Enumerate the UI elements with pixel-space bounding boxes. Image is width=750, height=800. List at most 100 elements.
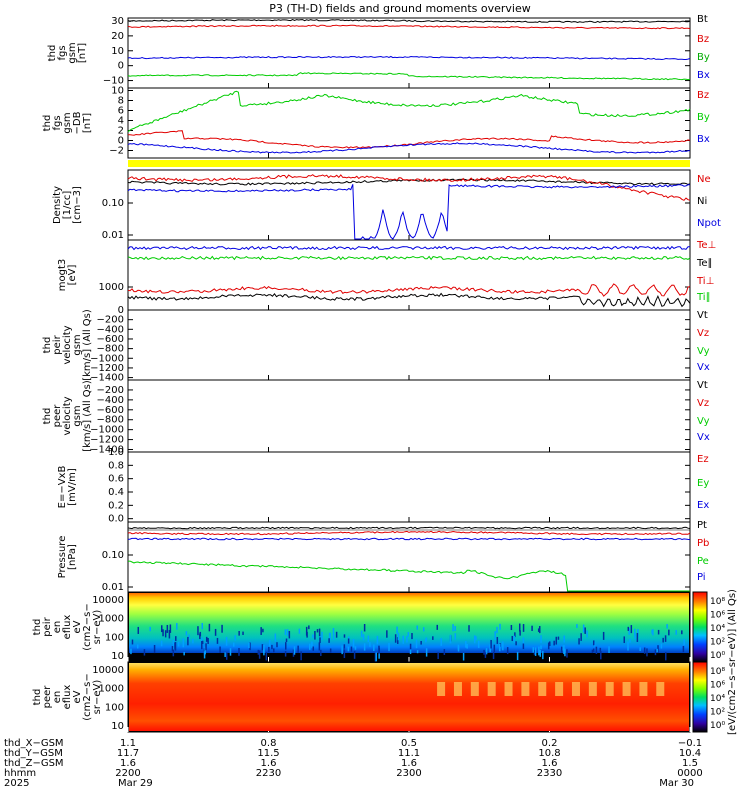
x-axis-row-label: thd_Z−GSM	[4, 758, 64, 769]
spectrogram-speckle	[347, 646, 350, 652]
spectrogram-speckle	[449, 634, 452, 644]
panel-10: 10000 1000 100 10 thd peer en eflux eV (cm2−s− sr−…	[32, 661, 691, 733]
spectrogram-speckle	[411, 633, 413, 640]
y-tick-label: 10	[111, 86, 124, 97]
spectrogram-speckle	[248, 642, 250, 649]
legend-entry: Bx	[697, 134, 710, 145]
legend-entry: Ni	[697, 196, 707, 207]
spectrogram-speckle	[513, 635, 515, 643]
spectrogram-speckle	[375, 652, 378, 662]
y-axis-label: [eV]	[67, 265, 78, 286]
colorbar-tick: 10⁴	[710, 624, 725, 634]
y-axis-label: velocity	[62, 325, 73, 364]
x-axis-annotations: thd_X−GSM 1.1 0.8 0.5 0.2 −0.1 thd_Y−GSM 11.7 11…	[4, 738, 703, 789]
series-Bz	[127, 24, 691, 30]
spectrogram-speckle	[343, 634, 346, 638]
spectrogram-speckle	[347, 638, 350, 644]
y-tick-label: 10	[111, 721, 124, 732]
legend-entry: Vy	[697, 346, 710, 357]
legend-entry: Ey	[697, 478, 709, 489]
y-tick-label: 10	[111, 651, 124, 662]
spectrogram-speckle	[329, 632, 331, 641]
spectrogram-speckle	[485, 648, 488, 655]
spectrogram-speckle	[201, 640, 204, 645]
y-tick-label: −200	[97, 385, 124, 396]
spectrogram-speckle	[563, 645, 565, 655]
spectrogram-speckle	[292, 649, 295, 657]
spectrogram-speckle	[628, 627, 630, 635]
spectrogram-speckle	[319, 637, 321, 644]
y-tick-label: −600	[97, 334, 124, 345]
spectrogram-speckle	[265, 652, 268, 661]
spectrogram-speckle	[534, 647, 537, 656]
spectrogram-speckle	[353, 650, 356, 659]
spectrogram-speckle	[457, 646, 460, 652]
spectrogram-speckle	[238, 648, 240, 656]
spectrogram-speckle	[192, 638, 194, 644]
x-axis-value: 0.2	[542, 738, 558, 749]
spectrogram-speckle	[553, 640, 555, 646]
spectrogram-speckle	[373, 644, 375, 651]
legend-entry: Bz	[697, 34, 709, 45]
x-axis-value: Mar 30	[659, 778, 694, 789]
spectrogram-speckle	[522, 643, 525, 650]
y-axis-label: [km/s] (All Qs)	[82, 380, 93, 452]
y-tick-label: 1.0	[108, 447, 124, 458]
spectrogram-speckle	[592, 648, 595, 652]
x-axis-value: 0.8	[261, 738, 277, 749]
y-tick-label: 2	[118, 126, 124, 137]
spectrogram-speckle	[285, 642, 287, 650]
y-tick-label: −800	[97, 344, 124, 355]
y-axis-label: [km/s] (All Qs)	[82, 309, 93, 381]
spectrogram-speckle	[436, 624, 439, 630]
x-axis-row-label: thd_Y−GSM	[4, 748, 63, 759]
spectrogram-speckle	[493, 644, 496, 653]
spectrogram-speckle	[580, 633, 582, 641]
spectrogram-speckle	[595, 646, 598, 654]
spectrogram-speckle	[332, 628, 335, 634]
colorbar-label: [eV/(cm2−s−sr−eV)] (All Qs)	[727, 589, 738, 735]
spectrogram-speckle	[549, 641, 551, 646]
spectrogram-speckle	[183, 651, 185, 656]
x-axis-value: 11.1	[398, 748, 420, 759]
y-axis-label: sr−eV)	[92, 610, 103, 645]
y-tick-label: 6	[118, 106, 124, 117]
x-axis-value: 11.7	[117, 748, 139, 759]
x-axis-value: 2230	[256, 768, 281, 779]
spectrogram-speckle	[201, 641, 203, 650]
spectrogram-speckle	[300, 651, 302, 661]
spectrogram-speckle	[219, 646, 221, 653]
legend-entry: Te⊥	[696, 240, 716, 251]
y-tick-label: 0	[118, 61, 124, 72]
y-tick-label: 0.10	[102, 550, 124, 561]
spectrogram-speckle	[425, 648, 428, 657]
spectrogram-feature	[555, 682, 564, 696]
legend-entry: Te∥	[696, 258, 713, 269]
spectrogram-feature	[521, 682, 530, 696]
spectrogram-feature	[622, 682, 631, 696]
series-By	[127, 72, 691, 81]
spectrogram-speckle	[566, 649, 568, 658]
panel-frame	[127, 309, 691, 381]
spectrogram-speckle	[639, 647, 641, 651]
y-tick-label: 20	[111, 31, 124, 42]
y-tick-label: 8	[118, 96, 124, 107]
spectrogram-speckle	[258, 650, 261, 659]
y-tick-label: 10000	[92, 595, 124, 606]
spectrogram-speckle	[164, 630, 167, 638]
y-tick-label: −10	[103, 76, 124, 87]
spectrogram-speckle	[131, 639, 134, 645]
spectrogram-speckle	[668, 629, 670, 636]
series-Te-perp	[127, 245, 691, 251]
spectrogram-speckle	[166, 624, 169, 633]
panel-6: −200−400−600−800−1000−1200−1400 thd peer ve…	[42, 379, 710, 456]
spectrogram-speckle	[354, 646, 357, 650]
series-Te-par	[127, 255, 691, 261]
spectrogram-speckle	[376, 635, 379, 645]
y-axis-label: mogt3	[57, 259, 68, 292]
spectrogram-speckle	[311, 641, 313, 648]
spectrogram-speckle	[416, 650, 419, 654]
y-axis-label: (cm2−s−	[82, 603, 93, 650]
y-axis-label: fgs	[52, 115, 63, 130]
